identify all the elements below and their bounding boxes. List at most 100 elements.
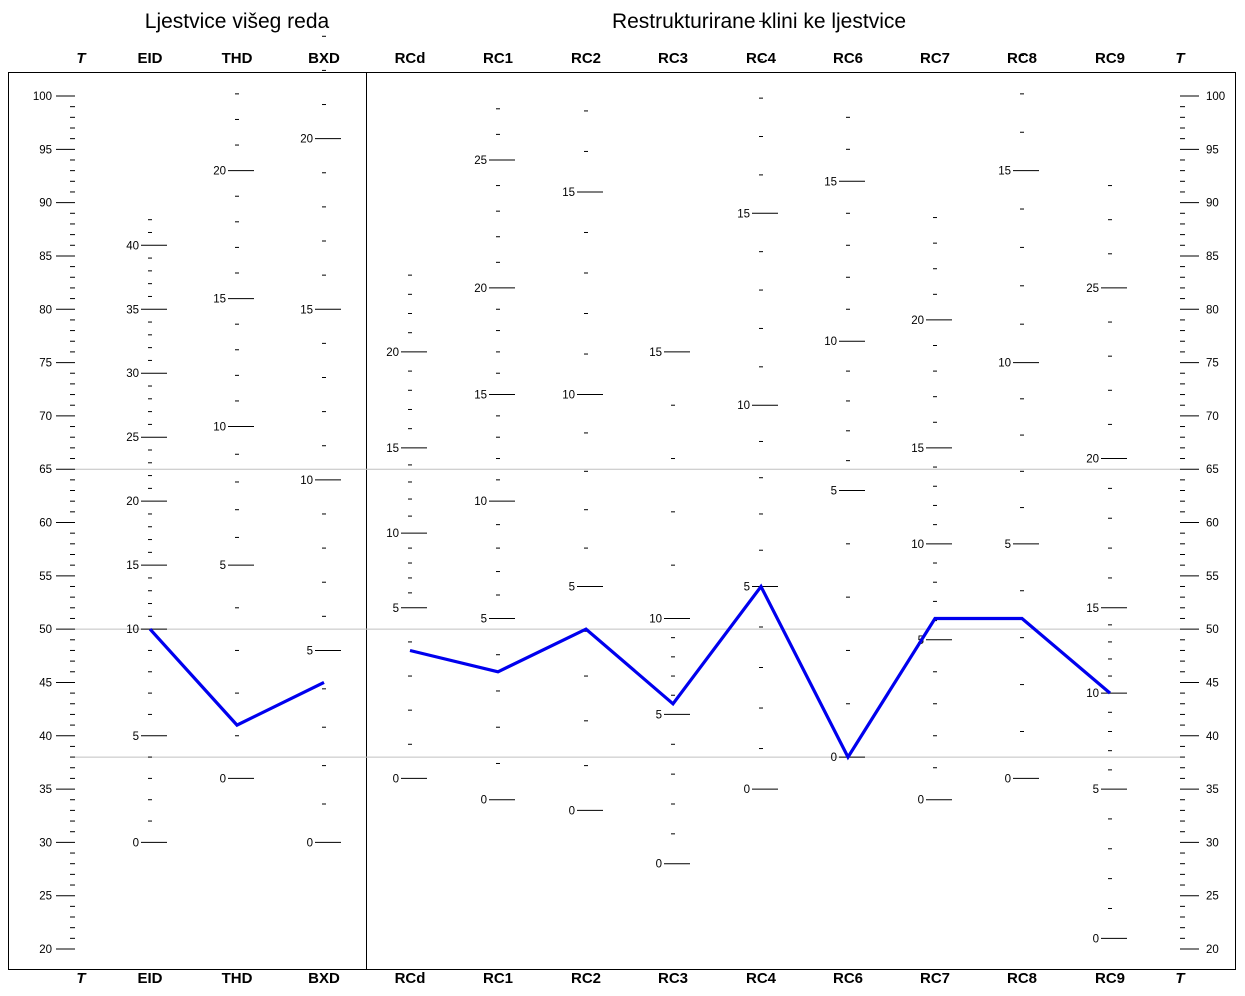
column-header-rc6-bottom: RC6 [833, 970, 863, 987]
rc1-tick-label: 10 [474, 496, 487, 508]
rc1-tick-label: 20 [474, 283, 487, 295]
rc7-tick-label: 0 [918, 795, 924, 807]
plot-frame [8, 72, 1236, 970]
eid-tick-label: 5 [133, 731, 139, 743]
column-header-thd-bottom: THD [222, 970, 253, 987]
rc4-tick-label: 5 [744, 581, 750, 593]
scale-columns: 0 5 10 15 20 25 30 35 40 0 5 10 15 20 0 5 10 15 20 0 5 10 15 20… [126, 20, 1127, 945]
left-t-label: 75 [39, 358, 52, 370]
right-t-label: 50 [1206, 624, 1219, 636]
thd-tick-label: 5 [220, 560, 226, 572]
right-t-label: 40 [1206, 731, 1219, 743]
right-t-label: 95 [1206, 144, 1219, 156]
rcd-tick-label: 20 [386, 347, 399, 359]
bxd-tick-label: 10 [300, 475, 313, 487]
column-header-rc2-bottom: RC2 [571, 970, 601, 987]
thd-tick-label: 15 [213, 294, 226, 306]
left-t-label: 35 [39, 784, 52, 796]
right-t-label: 90 [1206, 198, 1219, 210]
column-header-eid-top: EID [137, 50, 162, 67]
eid-tick-label: 30 [126, 368, 139, 380]
right-t-label: 80 [1206, 304, 1219, 316]
rcd-tick-label: 5 [393, 603, 399, 615]
right-t-label: 75 [1206, 358, 1219, 370]
rc2-tick-label: 15 [562, 187, 575, 199]
column-header-rc9-top: RC9 [1095, 50, 1125, 67]
group-title-1: Ljestvice višeg reda [145, 10, 330, 33]
bxd-tick-label: 5 [307, 645, 313, 657]
column-header-eid-bottom: EID [137, 970, 162, 987]
column-header-rc1-bottom: RC1 [483, 970, 513, 987]
left-t-label: 25 [39, 891, 52, 903]
rc1-tick-label: 25 [474, 155, 487, 167]
right-t-label: 60 [1206, 518, 1219, 530]
rc4-tick-label: 0 [744, 784, 750, 796]
rcd-tick-label: 0 [393, 773, 399, 785]
rc7-tick-label: 10 [911, 539, 924, 551]
rc8-tick-label: 0 [1005, 773, 1011, 785]
profile-lines [148, 583, 1112, 761]
column-header-rcd-top: RCd [395, 50, 426, 67]
group-title-2: Restrukturirane klini ke ljestvice [612, 10, 906, 33]
rc2-tick-label: 5 [569, 581, 575, 593]
t-header-right-bottom: T [1175, 970, 1186, 987]
rc6-tick-label: 0 [831, 752, 837, 764]
thd-tick-label: 20 [213, 166, 226, 178]
rc7-tick-label: 20 [911, 315, 924, 327]
left-t-label: 85 [39, 251, 52, 263]
rc6-tick-label: 15 [824, 176, 837, 188]
column-header-rcd-bottom: RCd [395, 970, 426, 987]
column-header-rc3-bottom: RC3 [658, 970, 688, 987]
t-header-left-bottom: T [76, 970, 87, 987]
reference-lines [75, 468, 1180, 758]
left-t-label: 20 [39, 944, 52, 956]
left-t-label: 55 [39, 571, 52, 583]
rc9-tick-label: 20 [1086, 454, 1099, 466]
right-t-label: 55 [1206, 571, 1219, 583]
rc9-tick-label: 5 [1093, 784, 1099, 796]
rcd-tick-label: 10 [386, 528, 399, 540]
rc8-tick-label: 5 [1005, 539, 1011, 551]
column-header-bxd-bottom: BXD [308, 970, 340, 987]
rcd-tick-label: 15 [386, 443, 399, 455]
eid-tick-label: 10 [126, 624, 139, 636]
right-t-label: 45 [1206, 677, 1219, 689]
rc6-tick-label: 5 [831, 486, 837, 498]
eid-tick-label: 25 [126, 432, 139, 444]
column-header-bxd-top: BXD [308, 50, 340, 67]
rc8-tick-label: 10 [998, 358, 1011, 370]
rc9-tick-label: 0 [1093, 933, 1099, 945]
thd-tick-label: 0 [220, 773, 226, 785]
rc1-tick-label: 0 [481, 795, 487, 807]
left-t-label: 70 [39, 411, 52, 423]
column-header-rc8-top: RC8 [1007, 50, 1037, 67]
profile-line-1 [148, 628, 325, 728]
right-t-label: 85 [1206, 251, 1219, 263]
left-t-label: 65 [39, 464, 52, 476]
thd-tick-label: 10 [213, 422, 226, 434]
column-header-rc8-bottom: RC8 [1007, 970, 1037, 987]
column-header-rc3-top: RC3 [658, 50, 688, 67]
right-t-label: 20 [1206, 944, 1219, 956]
eid-tick-label: 35 [126, 304, 139, 316]
rc9-tick-label: 25 [1086, 283, 1099, 295]
left-t-label: 60 [39, 518, 52, 530]
column-header-rc2-top: RC2 [571, 50, 601, 67]
column-header-rc7-top: RC7 [920, 50, 950, 67]
rc7-tick-label: 15 [911, 443, 924, 455]
left-t-label: 30 [39, 837, 52, 849]
column-header-rc9-bottom: RC9 [1095, 970, 1125, 987]
column-header-rc7-bottom: RC7 [920, 970, 950, 987]
rc4-tick-label: 15 [737, 208, 750, 220]
column-header-thd-top: THD [222, 50, 253, 67]
right-t-label: 30 [1206, 837, 1219, 849]
left-t-label: 90 [39, 198, 52, 210]
rc4-tick-label: 10 [737, 400, 750, 412]
t-header-left-top: T [76, 50, 87, 67]
rc8-tick-label: 15 [998, 166, 1011, 178]
rc2-tick-label: 10 [562, 390, 575, 402]
bxd-tick-label: 20 [300, 134, 313, 146]
rc3-tick-label: 15 [649, 347, 662, 359]
left-t-label: 95 [39, 144, 52, 156]
